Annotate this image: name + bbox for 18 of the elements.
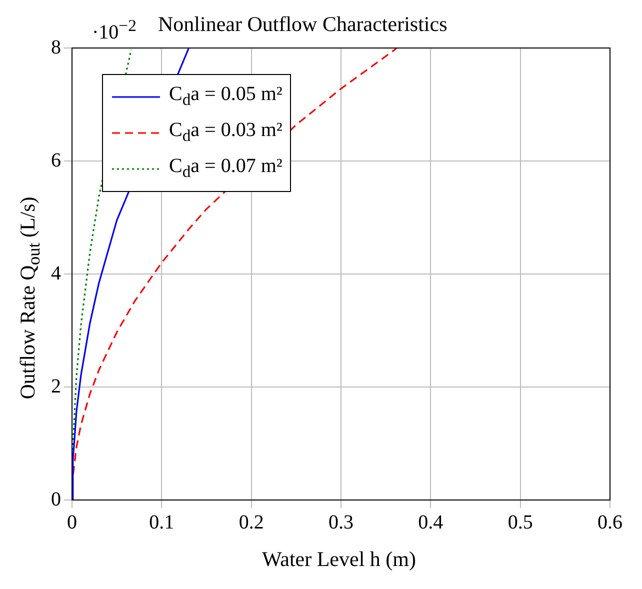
text: ·10$^{−2}$ bbox=[92, 16, 136, 45]
x-tick-label: 0.2 bbox=[238, 511, 264, 534]
legend-label: C$_{d}$a = 0.05 m² bbox=[169, 82, 282, 111]
chart-title: Nonlinear Outflow Characteristics bbox=[158, 12, 448, 37]
y-tick-label: 6 bbox=[51, 149, 61, 172]
y-tick-label: 8 bbox=[51, 36, 61, 58]
legend-label: C$_{d}$a = 0.03 m² bbox=[169, 118, 282, 147]
x-tick-label: 0.4 bbox=[418, 511, 444, 534]
x-tick-label: 0.1 bbox=[149, 511, 174, 534]
legend-label: C$_{d}$a = 0.07 m² bbox=[169, 154, 282, 183]
x-tick-label: 0.3 bbox=[328, 511, 354, 534]
x-axis-title: Water Level h (m) bbox=[261, 547, 417, 572]
x-tick-label: 0.6 bbox=[598, 511, 622, 534]
y-tick-label: 2 bbox=[51, 375, 61, 398]
x-tick-label: 0 bbox=[67, 511, 77, 534]
x-tick-label: 0.5 bbox=[508, 511, 533, 534]
y-tick-label: 0 bbox=[51, 488, 61, 510]
y-tick-label: 4 bbox=[51, 262, 61, 284]
